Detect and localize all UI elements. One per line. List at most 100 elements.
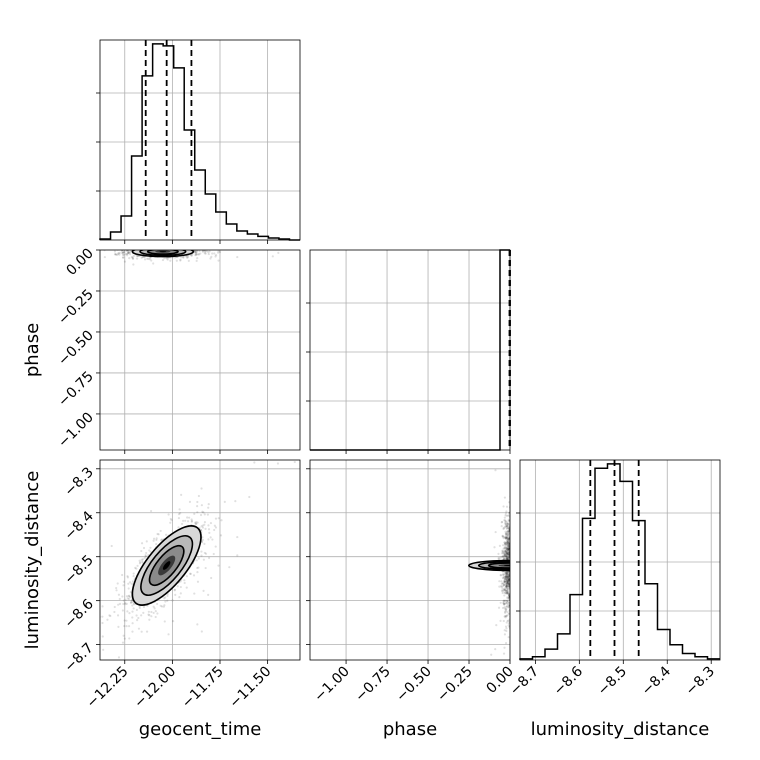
scatter-point (67, 243, 69, 245)
scatter-point (136, 564, 139, 567)
scatter-point (500, 552, 504, 555)
scatter-point (511, 553, 513, 555)
scatter-point (144, 243, 146, 245)
scatter-point (89, 621, 91, 623)
scatter-point (507, 518, 510, 521)
scatter-point (510, 565, 512, 567)
scatter-point (193, 247, 195, 249)
scatter-point (142, 243, 144, 245)
scatter-point (500, 582, 503, 585)
scatter-point (510, 538, 512, 540)
scatter-point (507, 582, 510, 586)
scatter-point (508, 598, 510, 601)
scatter-point (508, 543, 510, 546)
scatter-point (169, 259, 172, 262)
scatter-point (175, 259, 178, 262)
scatter-point (123, 619, 126, 622)
scatter-point (133, 245, 135, 247)
y-tick-label: −0.25 (55, 286, 97, 328)
scatter-point (168, 247, 170, 249)
scatter-point (504, 589, 507, 592)
scatter-point (156, 612, 159, 615)
scatter-point (195, 559, 198, 562)
scatter-point (506, 573, 509, 576)
scatter-point (503, 546, 506, 550)
scatter-point (506, 581, 509, 584)
scatter-point (511, 550, 513, 552)
scatter-point (503, 553, 506, 556)
scatter-point (157, 533, 160, 536)
scatter-point (149, 509, 153, 513)
scatter-point (503, 496, 506, 499)
scatter-point (502, 602, 505, 605)
scatter-point (505, 536, 509, 539)
scatter-point (498, 557, 501, 560)
scatter-point (504, 546, 507, 549)
scatter-point (147, 257, 150, 260)
scatter-point (196, 504, 199, 508)
scatter-point (166, 245, 168, 247)
scatter-point (501, 606, 505, 610)
scatter-point (514, 609, 516, 611)
scatter-point (507, 573, 510, 576)
scatter-point (510, 577, 512, 579)
scatter-point (507, 537, 510, 541)
scatter-point (131, 600, 134, 604)
scatter-point (126, 597, 129, 600)
hist-bar (142, 76, 153, 240)
scatter-point (209, 257, 212, 260)
scatter-point (207, 506, 210, 509)
scatter-point (504, 576, 507, 579)
scatter-point (152, 539, 155, 542)
scatter-point (514, 582, 516, 584)
scatter-point (195, 522, 198, 526)
scatter-point (163, 620, 166, 623)
scatter-point (505, 555, 508, 558)
scatter-point (174, 248, 176, 250)
scatter-point (140, 630, 143, 633)
scatter-point (507, 554, 510, 557)
scatter-point (147, 246, 149, 248)
scatter-point (209, 521, 213, 525)
scatter-point (163, 246, 165, 248)
scatter-point (504, 525, 507, 528)
scatter-point (130, 256, 133, 259)
scatter-point (195, 253, 199, 256)
scatter-point (505, 571, 508, 574)
scatter-point (506, 597, 509, 600)
scatter-point (504, 585, 508, 588)
scatter-point (507, 552, 510, 556)
scatter-point (504, 625, 508, 628)
scatter-point (502, 599, 506, 602)
scatter-point (507, 544, 510, 547)
scatter-point (506, 540, 510, 543)
scatter-point (506, 575, 509, 578)
scatter-point (505, 585, 508, 588)
scatter-point (138, 246, 140, 248)
hist-bar (205, 194, 216, 240)
scatter-point (170, 245, 172, 247)
scatter-point (214, 255, 217, 258)
scatter-point (511, 588, 513, 590)
scatter-point (513, 607, 515, 609)
scatter-point (503, 610, 507, 613)
scatter-point (500, 589, 504, 592)
scatter-point (223, 245, 225, 247)
scatter-point (505, 534, 508, 537)
scatter-point (121, 256, 125, 259)
scatter-point (503, 646, 506, 649)
scatter-point (508, 612, 510, 615)
scatter-point (512, 572, 514, 574)
scatter-point (507, 606, 510, 609)
scatter-point (203, 551, 206, 555)
scatter-point (127, 250, 130, 252)
scatter-point (131, 580, 135, 583)
scatter-point (508, 544, 510, 547)
scatter-point (175, 246, 177, 248)
scatter-point (506, 537, 509, 540)
scatter-point (507, 543, 510, 546)
scatter-point (506, 540, 510, 543)
hist-bar (500, 250, 510, 450)
scatter-point (510, 537, 512, 539)
scatter-point (505, 525, 509, 528)
